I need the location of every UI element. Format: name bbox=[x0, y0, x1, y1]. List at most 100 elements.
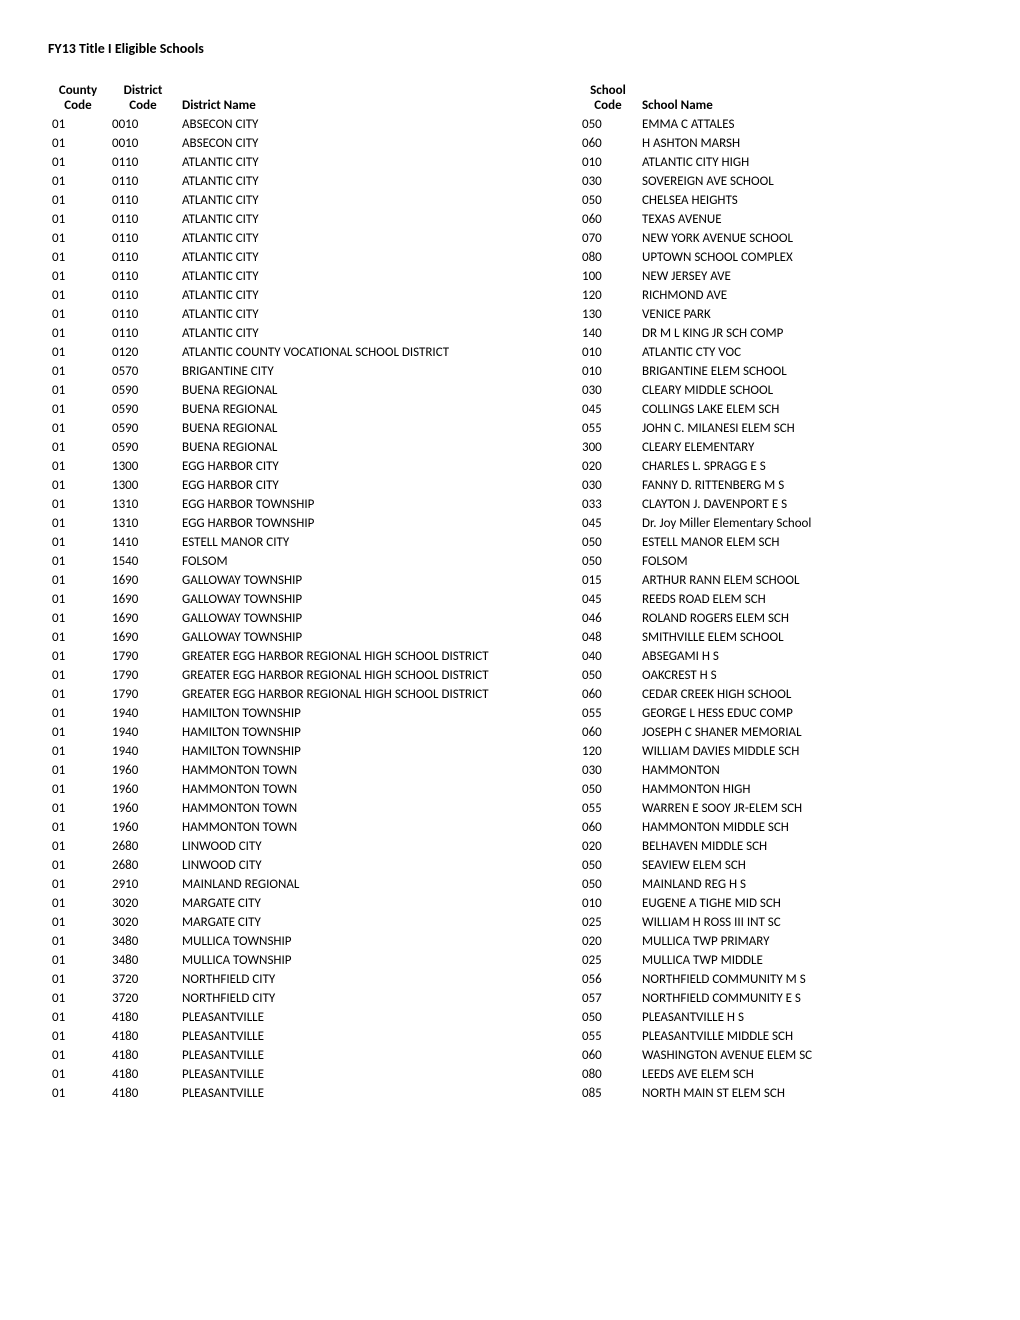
header-school-code-line2: Code bbox=[578, 98, 638, 115]
cell-county-code: 01 bbox=[48, 457, 108, 476]
cell-school-code: 050 bbox=[578, 856, 638, 875]
cell-school-name: DR M L KING JR SCH COMP bbox=[638, 324, 972, 343]
cell-district-code: 0110 bbox=[108, 324, 178, 343]
cell-county-code: 01 bbox=[48, 837, 108, 856]
cell-school-name: WASHINGTON AVENUE ELEM SC bbox=[638, 1046, 972, 1065]
cell-county-code: 01 bbox=[48, 856, 108, 875]
table-row: 010010ABSECON CITY050EMMA C ATTALES bbox=[48, 115, 972, 134]
cell-district-name: GALLOWAY TOWNSHIP bbox=[178, 590, 578, 609]
cell-county-code: 01 bbox=[48, 476, 108, 495]
cell-district-code: 3020 bbox=[108, 894, 178, 913]
cell-school-code: 140 bbox=[578, 324, 638, 343]
cell-district-name: HAMILTON TOWNSHIP bbox=[178, 723, 578, 742]
cell-school-code: 050 bbox=[578, 875, 638, 894]
table-body: 010010ABSECON CITY050EMMA C ATTALES01001… bbox=[48, 115, 972, 1103]
cell-school-code: 046 bbox=[578, 609, 638, 628]
cell-school-code: 060 bbox=[578, 685, 638, 704]
cell-district-code: 1310 bbox=[108, 495, 178, 514]
cell-school-name: CLEARY MIDDLE SCHOOL bbox=[638, 381, 972, 400]
cell-school-code: 010 bbox=[578, 153, 638, 172]
cell-district-name: LINWOOD CITY bbox=[178, 856, 578, 875]
table-row: 010110ATLANTIC CITY030SOVEREIGN AVE SCHO… bbox=[48, 172, 972, 191]
cell-district-code: 0010 bbox=[108, 115, 178, 134]
cell-district-code: 0590 bbox=[108, 381, 178, 400]
table-row: 010110ATLANTIC CITY140DR M L KING JR SCH… bbox=[48, 324, 972, 343]
cell-school-code: 020 bbox=[578, 837, 638, 856]
cell-county-code: 01 bbox=[48, 343, 108, 362]
cell-school-code: 120 bbox=[578, 742, 638, 761]
cell-school-code: 050 bbox=[578, 1008, 638, 1027]
table-row: 013720NORTHFIELD CITY057NORTHFIELD COMMU… bbox=[48, 989, 972, 1008]
cell-county-code: 01 bbox=[48, 305, 108, 324]
cell-district-code: 0590 bbox=[108, 400, 178, 419]
table-row: 011300EGG HARBOR CITY030FANNY D. RITTENB… bbox=[48, 476, 972, 495]
cell-county-code: 01 bbox=[48, 989, 108, 1008]
cell-district-code: 1960 bbox=[108, 780, 178, 799]
cell-county-code: 01 bbox=[48, 666, 108, 685]
cell-district-name: GREATER EGG HARBOR REGIONAL HIGH SCHOOL … bbox=[178, 647, 578, 666]
cell-school-name: HAMMONTON bbox=[638, 761, 972, 780]
cell-district-code: 1690 bbox=[108, 590, 178, 609]
cell-district-code: 4180 bbox=[108, 1008, 178, 1027]
cell-county-code: 01 bbox=[48, 495, 108, 514]
table-row: 010570BRIGANTINE CITY010BRIGANTINE ELEM … bbox=[48, 362, 972, 381]
cell-district-code: 1410 bbox=[108, 533, 178, 552]
cell-school-code: 055 bbox=[578, 1027, 638, 1046]
table-row: 010120ATLANTIC COUNTY VOCATIONAL SCHOOL … bbox=[48, 343, 972, 362]
header-district-name: District Name bbox=[178, 98, 578, 115]
table-row: 010110ATLANTIC CITY100NEW JERSEY AVE bbox=[48, 267, 972, 286]
cell-school-code: 060 bbox=[578, 210, 638, 229]
cell-district-name: GREATER EGG HARBOR REGIONAL HIGH SCHOOL … bbox=[178, 666, 578, 685]
cell-county-code: 01 bbox=[48, 970, 108, 989]
cell-district-name: MARGATE CITY bbox=[178, 913, 578, 932]
cell-school-code: 033 bbox=[578, 495, 638, 514]
cell-school-name: MULLICA TWP PRIMARY bbox=[638, 932, 972, 951]
cell-school-code: 080 bbox=[578, 248, 638, 267]
cell-county-code: 01 bbox=[48, 438, 108, 457]
cell-county-code: 01 bbox=[48, 552, 108, 571]
cell-district-name: ATLANTIC CITY bbox=[178, 248, 578, 267]
cell-school-code: 070 bbox=[578, 229, 638, 248]
cell-district-code: 1300 bbox=[108, 476, 178, 495]
table-row: 011960HAMMONTON TOWN030HAMMONTON bbox=[48, 761, 972, 780]
cell-school-name: BRIGANTINE ELEM SCHOOL bbox=[638, 362, 972, 381]
cell-district-name: GREATER EGG HARBOR REGIONAL HIGH SCHOOL … bbox=[178, 685, 578, 704]
cell-county-code: 01 bbox=[48, 324, 108, 343]
cell-school-code: 030 bbox=[578, 761, 638, 780]
cell-district-name: BUENA REGIONAL bbox=[178, 419, 578, 438]
cell-county-code: 01 bbox=[48, 742, 108, 761]
cell-school-name: HAMMONTON HIGH bbox=[638, 780, 972, 799]
cell-district-name: EGG HARBOR TOWNSHIP bbox=[178, 514, 578, 533]
table-row: 010110ATLANTIC CITY050CHELSEA HEIGHTS bbox=[48, 191, 972, 210]
cell-district-code: 3480 bbox=[108, 932, 178, 951]
table-row: 011690GALLOWAY TOWNSHIP015ARTHUR RANN EL… bbox=[48, 571, 972, 590]
cell-district-name: ATLANTIC CITY bbox=[178, 286, 578, 305]
cell-district-name: HAMMONTON TOWN bbox=[178, 780, 578, 799]
header-county-line2: Code bbox=[48, 98, 108, 115]
cell-district-name: BUENA REGIONAL bbox=[178, 400, 578, 419]
table-row: 010590BUENA REGIONAL030CLEARY MIDDLE SCH… bbox=[48, 381, 972, 400]
cell-district-code: 3480 bbox=[108, 951, 178, 970]
table-row: 010110ATLANTIC CITY060TEXAS AVENUE bbox=[48, 210, 972, 229]
cell-district-name: PLEASANTVILLE bbox=[178, 1027, 578, 1046]
cell-school-name: SEAVIEW ELEM SCH bbox=[638, 856, 972, 875]
cell-school-name: WILLIAM H ROSS III INT SC bbox=[638, 913, 972, 932]
cell-district-name: MAINLAND REGIONAL bbox=[178, 875, 578, 894]
cell-school-name: ESTELL MANOR ELEM SCH bbox=[638, 533, 972, 552]
table-row: 010110ATLANTIC CITY080UPTOWN SCHOOL COMP… bbox=[48, 248, 972, 267]
cell-district-code: 0590 bbox=[108, 419, 178, 438]
cell-school-name: NORTH MAIN ST ELEM SCH bbox=[638, 1084, 972, 1103]
cell-county-code: 01 bbox=[48, 533, 108, 552]
table-row: 011790GREATER EGG HARBOR REGIONAL HIGH S… bbox=[48, 666, 972, 685]
cell-district-name: GALLOWAY TOWNSHIP bbox=[178, 609, 578, 628]
table-row: 013480MULLICA TOWNSHIP020MULLICA TWP PRI… bbox=[48, 932, 972, 951]
cell-school-name: ATLANTIC CTY VOC bbox=[638, 343, 972, 362]
cell-school-name: FOLSOM bbox=[638, 552, 972, 571]
table-row: 013020MARGATE CITY025WILLIAM H ROSS III … bbox=[48, 913, 972, 932]
cell-district-code: 4180 bbox=[108, 1065, 178, 1084]
cell-county-code: 01 bbox=[48, 913, 108, 932]
cell-county-code: 01 bbox=[48, 932, 108, 951]
cell-school-code: 030 bbox=[578, 172, 638, 191]
cell-county-code: 01 bbox=[48, 780, 108, 799]
cell-school-name: Dr. Joy Miller Elementary School bbox=[638, 514, 972, 533]
